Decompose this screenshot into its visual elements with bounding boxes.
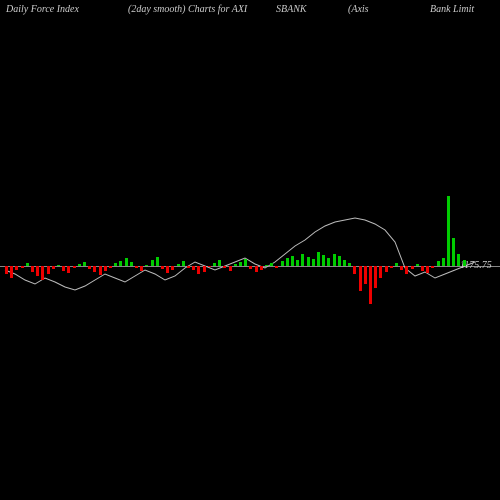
chart-header: Daily Force Index (2day smooth) Charts f…: [0, 4, 500, 22]
force-bar: [83, 262, 86, 266]
force-bar: [57, 265, 60, 266]
force-bar: [62, 266, 65, 271]
force-bar: [21, 266, 24, 268]
force-bar: [239, 262, 242, 266]
force-bar: [73, 266, 76, 268]
force-bar: [104, 266, 107, 271]
force-bar: [426, 266, 429, 273]
force-bar: [130, 262, 133, 266]
force-bar: [421, 266, 424, 271]
force-bar: [161, 266, 164, 269]
force-bar: [275, 266, 278, 268]
force-bar: [369, 266, 372, 304]
force-bar: [234, 264, 237, 266]
force-bar: [249, 266, 252, 269]
force-bar: [374, 266, 377, 288]
force-bar: [437, 261, 440, 266]
force-bar: [151, 260, 154, 266]
force-bar: [78, 264, 81, 266]
force-bar: [171, 266, 174, 270]
force-bar: [88, 266, 91, 269]
force-bar: [36, 266, 39, 276]
title-mid: (2day smooth) Charts for AXI: [128, 4, 247, 15]
force-bar: [457, 254, 460, 266]
title-right2: Bank Limit: [430, 4, 474, 15]
force-bar: [359, 266, 362, 291]
force-bar: [203, 266, 206, 272]
force-bar: [244, 259, 247, 266]
force-bar: [260, 266, 263, 270]
force-bar: [140, 266, 143, 271]
force-bar: [182, 261, 185, 266]
force-bar: [166, 266, 169, 273]
force-bar: [343, 260, 346, 266]
force-bar: [348, 263, 351, 266]
force-bar: [197, 266, 200, 274]
force-index-chart: 1175.75: [0, 22, 500, 500]
force-bar: [109, 266, 112, 268]
force-bar: [390, 266, 393, 268]
force-bar: [364, 266, 367, 284]
force-bar: [10, 266, 13, 278]
force-bar: [218, 260, 221, 266]
force-bar: [119, 261, 122, 266]
price-path: [5, 218, 475, 290]
force-bar: [145, 265, 148, 266]
force-bar: [312, 259, 315, 266]
force-bar: [395, 263, 398, 266]
force-bar: [322, 255, 325, 266]
force-bar: [47, 266, 50, 274]
force-bar: [99, 266, 102, 275]
force-bar: [265, 265, 268, 266]
title-center: SBANK: [276, 4, 307, 15]
force-bar: [93, 266, 96, 272]
force-bar: [26, 263, 29, 266]
force-bar: [255, 266, 258, 272]
force-bar: [385, 266, 388, 272]
force-bar: [317, 252, 320, 266]
force-bar: [41, 266, 44, 280]
force-bar: [296, 260, 299, 266]
force-bar: [52, 266, 55, 269]
force-bar: [405, 266, 408, 274]
force-bar: [135, 266, 138, 268]
force-bar: [452, 238, 455, 266]
title-left: Daily Force Index: [6, 4, 79, 15]
force-bar: [353, 266, 356, 274]
force-bar: [125, 258, 128, 266]
force-bar: [431, 266, 434, 268]
force-bar: [442, 258, 445, 266]
force-bar: [114, 263, 117, 266]
force-bar: [286, 258, 289, 266]
price-line-svg: [0, 22, 500, 500]
force-bar: [15, 266, 18, 270]
force-bar: [156, 257, 159, 266]
force-bar: [301, 254, 304, 266]
force-bar: [307, 257, 310, 266]
force-bar: [411, 266, 414, 269]
force-bar: [291, 256, 294, 266]
force-bar: [463, 260, 466, 266]
title-right1: (Axis: [348, 4, 369, 15]
force-bar: [327, 258, 330, 266]
force-bar: [270, 263, 273, 266]
force-bar: [67, 266, 70, 273]
force-bar: [447, 196, 450, 266]
force-bar: [192, 266, 195, 270]
force-bar: [229, 266, 232, 271]
force-bar: [379, 266, 382, 278]
force-bar: [400, 266, 403, 270]
force-bar: [31, 266, 34, 272]
force-bar: [281, 261, 284, 266]
force-bar: [187, 266, 190, 268]
force-bar: [177, 264, 180, 266]
force-bar: [5, 266, 8, 274]
force-bar: [333, 254, 336, 266]
force-bar: [223, 266, 226, 268]
force-bar: [208, 266, 211, 267]
force-bar: [416, 264, 419, 266]
force-bar: [213, 263, 216, 266]
force-bar: [338, 256, 341, 266]
